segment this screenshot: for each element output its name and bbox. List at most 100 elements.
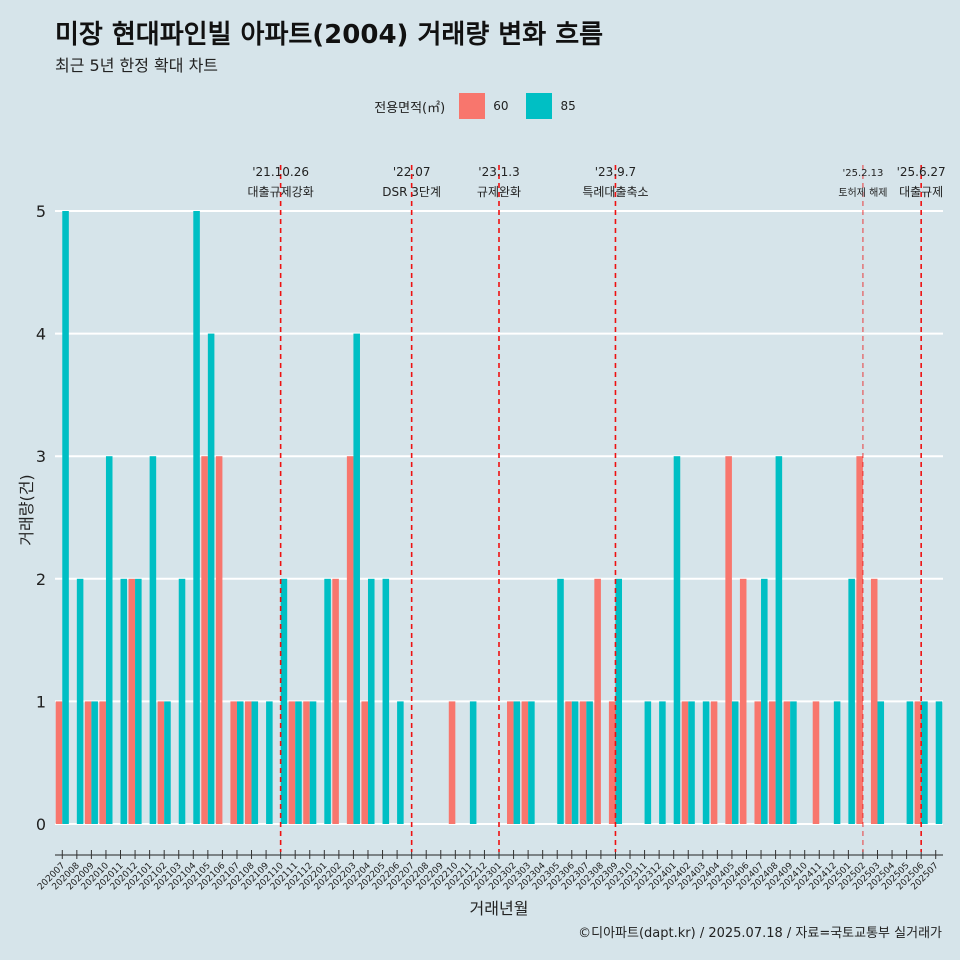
bar-60-202502: [856, 456, 863, 824]
bar-85-202204: [367, 578, 375, 824]
bar-60-202112: [303, 701, 310, 824]
event-date-202502: '25.2.13: [842, 168, 883, 179]
bar-85-202107: [236, 701, 244, 824]
y-axis-title: 거래량(건): [17, 474, 36, 545]
bar-85-202306: [571, 701, 579, 824]
bar-60-202009: [84, 701, 92, 824]
bar-60-202303: [521, 701, 529, 824]
bar-85-202401: [673, 456, 681, 824]
bar-85-202011: [120, 578, 128, 824]
bar-60-202105: [201, 456, 208, 824]
bar-60-202106: [215, 456, 223, 824]
bar-60-202107: [230, 701, 237, 824]
legend-key-85: [526, 93, 553, 119]
bar-85-202206: [397, 701, 404, 824]
bar-60-202307: [579, 701, 587, 824]
bar-85-202103: [178, 578, 186, 824]
bar-60-202308: [594, 578, 601, 824]
bar-85-202501: [848, 578, 855, 824]
event-label-202502: 토허제 해제: [838, 186, 887, 199]
bar-85-202201: [324, 578, 331, 824]
bar-85-202505: [906, 701, 914, 824]
chart-title: 미장 현대파인빌 아파트(2004) 거래량 변화 흐름: [55, 20, 604, 50]
bar-85-202108: [251, 701, 259, 824]
bar-85-202205: [382, 578, 390, 824]
bar-60-202408: [769, 701, 776, 824]
legend-label-85: 85: [560, 99, 576, 113]
event-label-202309: 특례대출축소: [582, 185, 648, 199]
legend-label-60: 60: [493, 99, 509, 113]
event-date-202207: '22.07: [393, 165, 431, 179]
bar-60-202204: [361, 701, 368, 824]
bar-85-202507: [935, 701, 943, 824]
bar-60-202306: [565, 701, 572, 824]
bar-60-202309: [608, 701, 616, 824]
bar-85-202403: [702, 701, 710, 824]
bar-85-202307: [586, 701, 593, 824]
bar-85-202009: [91, 701, 98, 824]
bar-60-202302: [507, 701, 514, 824]
event-date-202301: '23.1.3: [478, 165, 519, 179]
bar-85-202112: [309, 701, 317, 824]
y-tick-label: 5: [36, 202, 46, 221]
bar-85-202311: [644, 701, 652, 824]
bar-85-202305: [557, 578, 564, 824]
bar-85-202503: [877, 701, 885, 824]
bar-60-202111: [288, 701, 296, 824]
bar-85-202203: [353, 333, 360, 824]
event-label-202506: 대출규제: [899, 185, 943, 199]
bar-85-202211: [469, 701, 477, 824]
legend-key-60: [459, 93, 486, 119]
bar-85-202409: [790, 701, 797, 824]
bar-85-202007: [62, 211, 69, 824]
chart-subtitle: 최근 5년 한정 확대 차트: [55, 56, 219, 75]
bar-85-202412: [833, 701, 841, 824]
bar-85-202302: [513, 701, 521, 824]
bar-60-202406: [739, 578, 747, 824]
bar-85-202104: [193, 211, 200, 824]
bar-60-202407: [754, 701, 762, 824]
bar-85-202105: [207, 333, 215, 824]
bar-85-202402: [688, 701, 695, 824]
bar-85-202309: [615, 578, 623, 824]
bar-60-202404: [710, 701, 718, 824]
event-label-202110: 대출규제강화: [248, 185, 314, 199]
bar-85-202312: [659, 701, 666, 824]
y-tick-label: 4: [36, 325, 46, 344]
y-tick-label: 0: [36, 815, 46, 834]
bar-60-202010: [99, 701, 106, 824]
bar-60-202503: [870, 578, 878, 824]
bar-85-202012: [135, 578, 142, 824]
bar-85-202109: [266, 701, 273, 824]
bar-85-202506: [921, 701, 928, 824]
bar-85-202008: [76, 578, 84, 824]
bar-60-202108: [244, 701, 252, 824]
legend: 전용면적(㎡) 60 85: [0, 93, 960, 119]
event-label-202207: DSR 3단계: [382, 185, 441, 199]
bar-60-202203: [346, 456, 354, 824]
y-tick-label: 1: [36, 692, 46, 711]
bar-60-202210: [448, 701, 456, 824]
y-tick-label: 3: [36, 447, 46, 466]
bar-60-202506: [914, 701, 922, 824]
bar-60-202202: [332, 578, 339, 824]
bar-85-202408: [775, 456, 783, 824]
y-tick-label: 2: [36, 570, 46, 589]
event-label-202301: 규제완화: [477, 185, 521, 199]
bar-85-202303: [528, 701, 535, 824]
bar-85-202102: [164, 701, 171, 824]
event-date-202309: '23.9.7: [595, 165, 636, 179]
legend-title: 전용면적(㎡): [374, 100, 446, 116]
bar-85-202010: [105, 456, 113, 824]
event-date-202110: '21.10.26: [252, 165, 309, 179]
bar-60-202405: [725, 456, 732, 824]
bar-85-202101: [149, 456, 157, 824]
bar-85-202110: [280, 578, 288, 824]
bar-85-202111: [295, 701, 302, 824]
bar-60-202012: [128, 578, 136, 824]
bar-60-202402: [681, 701, 689, 824]
bar-60-202409: [783, 701, 791, 824]
bar-60-202411: [812, 701, 820, 824]
bar-85-202407: [761, 578, 768, 824]
